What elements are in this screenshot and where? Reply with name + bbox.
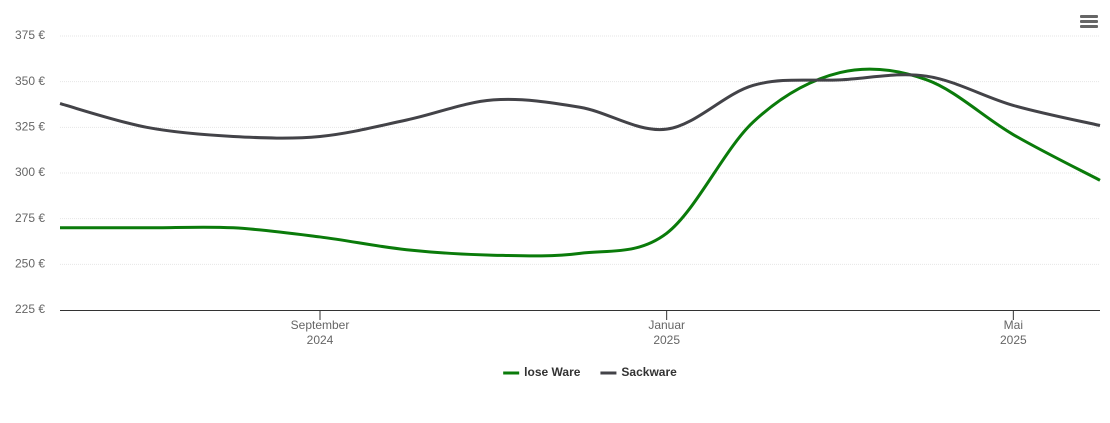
- x-tick-label: Mai: [1004, 318, 1023, 332]
- y-tick-label: 325 €: [15, 120, 45, 134]
- menu-button[interactable]: [1080, 15, 1098, 28]
- legend-item[interactable]: Sackware: [600, 365, 677, 379]
- y-tick-label: 375 €: [15, 28, 45, 42]
- menu-bar: [1080, 15, 1098, 18]
- legend-label: Sackware: [621, 365, 677, 379]
- menu-bar: [1080, 20, 1098, 23]
- y-tick-label: 275 €: [15, 211, 45, 225]
- x-tick-label: 2025: [653, 333, 680, 347]
- menu-bar: [1080, 25, 1098, 28]
- line-series: [59, 67, 1101, 258]
- y-tick-label: 300 €: [15, 165, 45, 179]
- legend-label: lose Ware: [524, 365, 581, 379]
- y-tick-label: 250 €: [15, 257, 45, 271]
- x-tick-label: 2025: [1000, 333, 1027, 347]
- legend: lose Ware Sackware: [503, 365, 677, 379]
- x-tick-label: 2024: [307, 333, 334, 347]
- line-series: [59, 73, 1101, 140]
- legend-item[interactable]: lose Ware: [503, 365, 581, 379]
- x-tick-label: September: [291, 318, 350, 332]
- y-tick-label: 350 €: [15, 74, 45, 88]
- x-tick-label: Januar: [648, 318, 685, 332]
- y-tick-label: 225 €: [15, 302, 45, 316]
